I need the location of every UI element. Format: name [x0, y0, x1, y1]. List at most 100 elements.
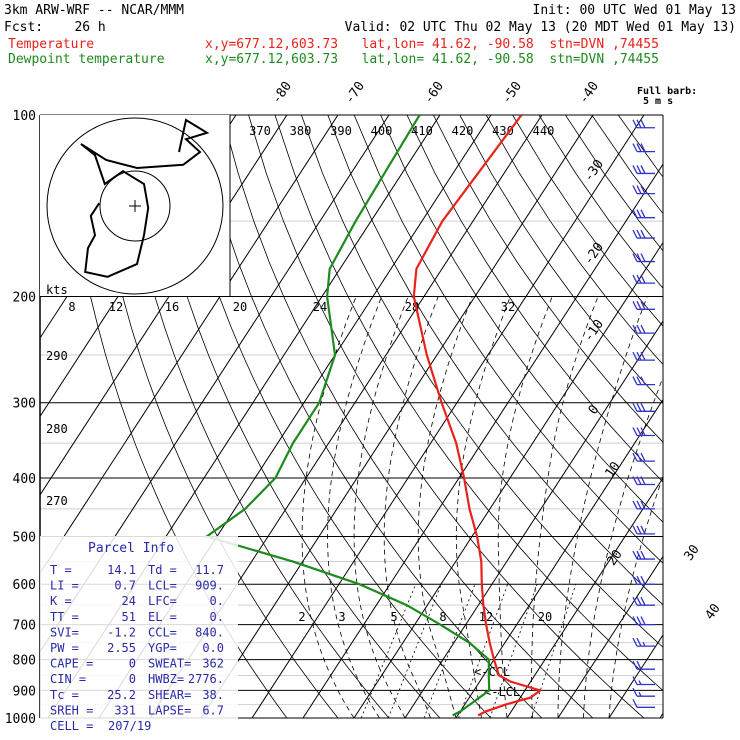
- moist-adiabat: [608, 475, 663, 718]
- parcel-field-label: TT =: [50, 610, 79, 624]
- moist-adiabat: [531, 296, 599, 718]
- parcel-field-value: 0.0: [202, 641, 224, 655]
- isotherm-line: [455, 398, 663, 718]
- parcel-field-value: 0: [129, 657, 136, 671]
- dry-adiabat: [380, 115, 663, 523]
- parcel-field-label: T =: [50, 563, 72, 577]
- parcel-field-value: 909.: [195, 579, 224, 593]
- parcel-field-label: CELL =: [50, 719, 93, 733]
- wind-barb: [632, 699, 655, 708]
- hodograph-ring-label: 24: [313, 300, 327, 314]
- wind-barb: [632, 209, 655, 219]
- wind-barb: [632, 525, 655, 535]
- parcel-field-label: SHEAR=: [148, 688, 191, 702]
- isotherm-label: 30: [681, 542, 702, 563]
- temperature-profile: [412, 115, 543, 717]
- parcel-field-label: LAPSE=: [148, 703, 191, 717]
- wind-barb: [632, 476, 655, 486]
- parcel-field-value: 2.55: [107, 641, 136, 655]
- parcel-field-label: EL =: [148, 610, 177, 624]
- wind-barb: [632, 229, 655, 239]
- wind-barb: [632, 185, 655, 195]
- dry-adiabat: [142, 115, 441, 718]
- mixing-ratio-line: [530, 584, 577, 718]
- theta-label: 390: [330, 124, 352, 138]
- dry-adiabat: [195, 115, 543, 718]
- wind-barb: [632, 403, 655, 412]
- dry-adiabat: [248, 115, 645, 718]
- parcel-info-title: Parcel Info: [88, 541, 174, 556]
- isotherm-label: 40: [702, 601, 723, 622]
- wind-barb: [632, 452, 655, 462]
- hodograph-outer-ring: [46, 117, 224, 295]
- mixing-ratio-line: [387, 584, 442, 718]
- isotherm-line: [40, 115, 339, 575]
- isotherm-label: -40: [576, 79, 602, 107]
- parcel-field-label: CCL=: [148, 625, 177, 639]
- dry-adiabat: [512, 115, 663, 327]
- mixing-ratio-label: 3: [338, 610, 345, 624]
- valid-time: Valid: 02 UTC Thu 02 May 13 (20 MDT Wed …: [344, 20, 736, 35]
- wind-barb: [632, 253, 655, 263]
- moist-adiabat: [497, 296, 553, 718]
- moist-adiabat: [353, 296, 409, 718]
- parcel-field-value: 207/19: [108, 719, 151, 733]
- dry-adiabat: [433, 115, 663, 443]
- parcel-field-label: Tc =: [50, 688, 79, 702]
- mixing-ratio-label: 2: [298, 610, 305, 624]
- dewpoint-legend: Dewpoint temperature: [8, 52, 165, 67]
- parcel-field-value: 2776.: [188, 672, 224, 686]
- parcel-field-label: SVI=: [50, 625, 79, 639]
- theta-label: 440: [533, 124, 555, 138]
- isotherm-line: [608, 634, 663, 718]
- wind-barb: [632, 616, 655, 626]
- init-time: Init: 00 UTC Wed 01 May 13: [532, 3, 737, 18]
- moist-adiabat: [557, 296, 648, 718]
- parcel-field-label: LFC=: [148, 594, 177, 608]
- height-label: 270: [46, 494, 68, 508]
- dry-adiabat: [353, 115, 663, 564]
- moist-adiabat: [383, 296, 439, 718]
- wind-barb: [632, 351, 655, 361]
- wind-barb: [632, 676, 655, 686]
- pressure-label: 700: [13, 619, 36, 634]
- mixing-ratio-label: 20: [538, 610, 552, 624]
- wind-barb: [632, 119, 655, 129]
- model-title: 3km ARW-WRF -- NCAR/MMM: [4, 3, 185, 18]
- parcel-field-value: 6.7: [202, 703, 224, 717]
- parcel-field-label: Td =: [148, 563, 177, 577]
- hodograph-units: kts: [46, 283, 68, 297]
- hodograph-ring-label: 20: [233, 300, 247, 314]
- isotherm-line: [506, 477, 663, 718]
- theta-label: 410: [411, 124, 433, 138]
- mixing-ratio-line: [360, 584, 417, 718]
- dewpoint-profile: [204, 115, 491, 717]
- barb-legend-unit: 5 m s: [643, 96, 673, 107]
- isotherm-line: [251, 115, 645, 718]
- pressure-label: 600: [13, 578, 36, 593]
- dry-adiabat: [221, 115, 594, 718]
- isotherm-label: 0: [586, 402, 603, 417]
- parcel-field-label: K =: [50, 594, 72, 608]
- parcel-field-label: LI =: [50, 579, 79, 593]
- isotherm-label: -60: [421, 79, 447, 107]
- height-label: 280: [46, 422, 68, 436]
- wind-barb: [632, 660, 655, 670]
- wind-barb: [632, 165, 655, 175]
- parcel-field-label: CAPE =: [50, 657, 93, 671]
- parcel-field-label: HWBZ=: [148, 672, 184, 686]
- pressure-label: 100: [13, 109, 36, 124]
- hodograph-ring-label: 8: [68, 300, 75, 314]
- theta-label: 380: [290, 124, 312, 138]
- parcel-field-label: YGP=: [148, 641, 177, 655]
- pressure-label: 1000: [5, 712, 36, 727]
- barb-legend-title: Full barb:: [637, 86, 697, 97]
- temperature-location: x,y=677.12,603.73 lat,lon= 41.62, -90.58…: [205, 37, 659, 52]
- parcel-field-label: SWEAT=: [148, 657, 191, 671]
- wind-barb: [632, 687, 655, 697]
- hodograph-ring-label: 16: [165, 300, 179, 314]
- hodograph-ring-label: 12: [109, 300, 123, 314]
- parcel-field-value: 24: [122, 594, 136, 608]
- parcel-field-value: 14.1: [107, 563, 136, 577]
- isotherm-line: [659, 712, 663, 718]
